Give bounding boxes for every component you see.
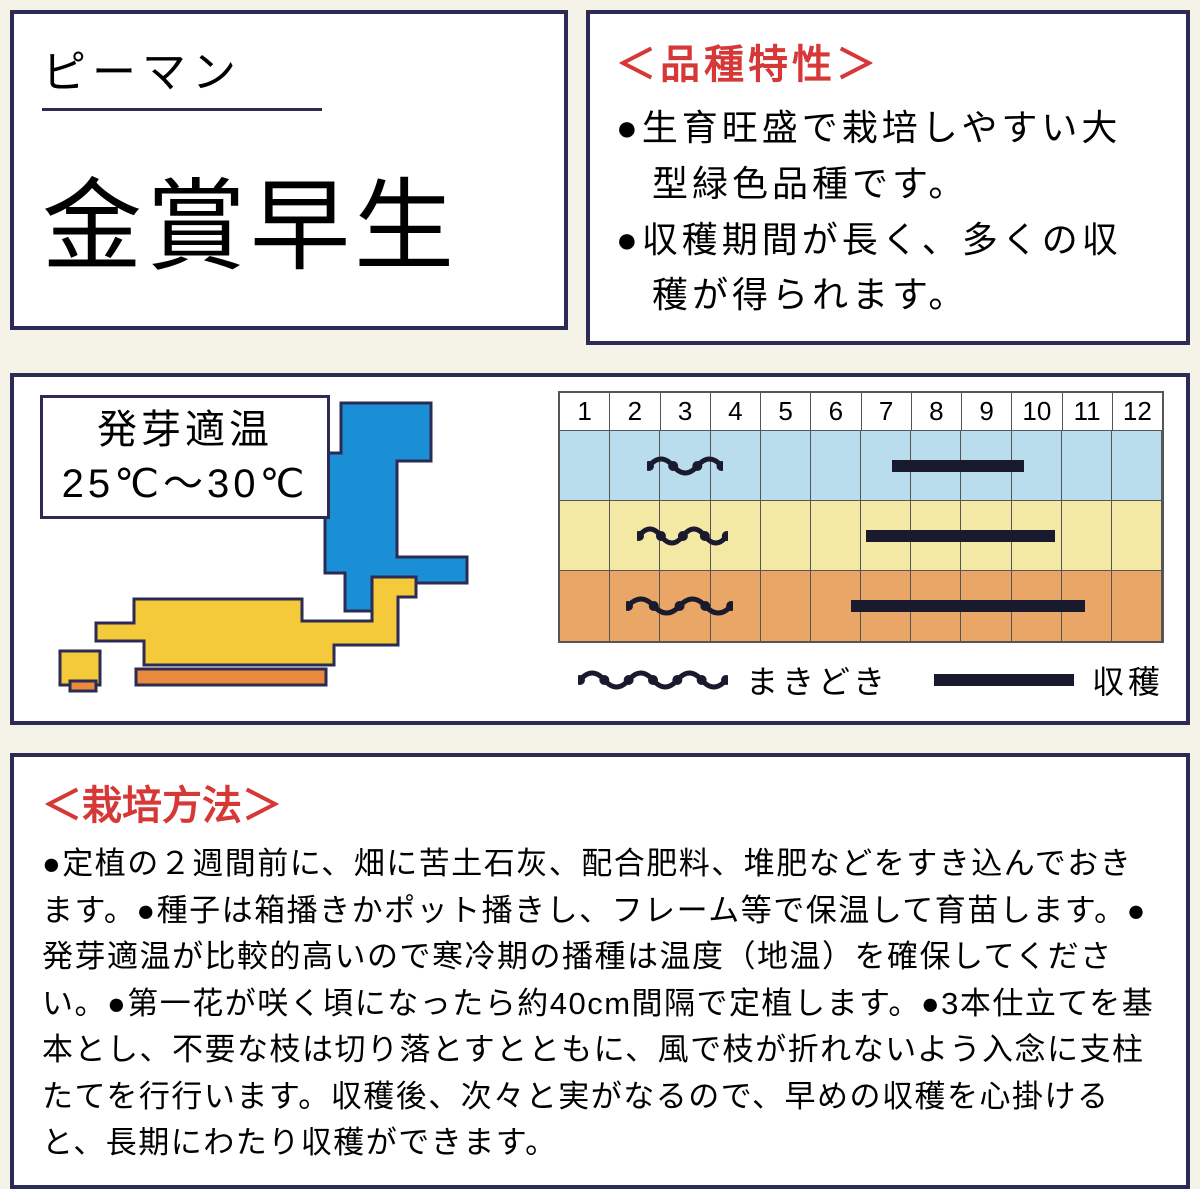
month-header-cell: 3 bbox=[661, 393, 711, 431]
month-header-cell: 4 bbox=[711, 393, 761, 431]
cultivation-text: ●定植の２週間前に、畑に苦土石灰、配合肥料、堆肥などをすき込んでおきます。●種子… bbox=[42, 841, 1158, 1167]
month-header-cell: 1 bbox=[560, 393, 610, 431]
cultivation-heading: ＜栽培方法＞ bbox=[42, 773, 1158, 831]
month-header-cell: 10 bbox=[1012, 393, 1062, 431]
characteristics-box: ＜品種特性＞ ●生育旺盛で栽培しやすい大型緑色品種です。 ●収穫期間が長く、多く… bbox=[586, 10, 1190, 345]
product-name-box: ピーマン 金賞早生 bbox=[10, 10, 568, 330]
planting-calendar: 123456789101112 bbox=[558, 391, 1164, 643]
legend-sow-label: まきどき bbox=[746, 657, 889, 703]
calendar-legend: まきどき 収穫 bbox=[558, 657, 1164, 703]
germination-range: 25℃～30℃ bbox=[62, 457, 309, 511]
harvest-bar-icon bbox=[934, 674, 1074, 686]
calendar-map-box: 発芽適温 25℃～30℃ 123456789101112 bbox=[10, 373, 1190, 725]
characteristics-bullet: ●生育旺盛で栽培しやすい大型緑色品種です。 bbox=[616, 100, 1160, 212]
product-main-name: 金賞早生 bbox=[42, 145, 536, 290]
month-header-cell: 2 bbox=[610, 393, 660, 431]
product-subtitle: ピーマン bbox=[42, 36, 322, 111]
calendar-row bbox=[560, 571, 1162, 641]
month-header-cell: 8 bbox=[912, 393, 962, 431]
cultivation-method-box: ＜栽培方法＞ ●定植の２週間前に、畑に苦土石灰、配合肥料、堆肥などをすき込んでお… bbox=[10, 753, 1190, 1189]
month-header-cell: 11 bbox=[1063, 393, 1113, 431]
legend-harvest-label: 収穫 bbox=[1092, 657, 1164, 703]
calendar-row bbox=[560, 431, 1162, 501]
germination-temp-box: 発芽適温 25℃～30℃ bbox=[40, 395, 330, 519]
month-header-cell: 5 bbox=[761, 393, 811, 431]
month-header-cell: 12 bbox=[1113, 393, 1162, 431]
characteristics-heading: ＜品種特性＞ bbox=[616, 32, 1160, 90]
calendar-row bbox=[560, 501, 1162, 571]
month-header-cell: 9 bbox=[962, 393, 1012, 431]
month-header-cell: 7 bbox=[862, 393, 912, 431]
sow-mark-icon bbox=[578, 669, 728, 691]
month-header-cell: 6 bbox=[811, 393, 861, 431]
characteristics-bullet: ●収穫期間が長く、多くの収穫が得られます。 bbox=[616, 212, 1160, 324]
germination-label: 発芽適温 bbox=[97, 403, 273, 457]
